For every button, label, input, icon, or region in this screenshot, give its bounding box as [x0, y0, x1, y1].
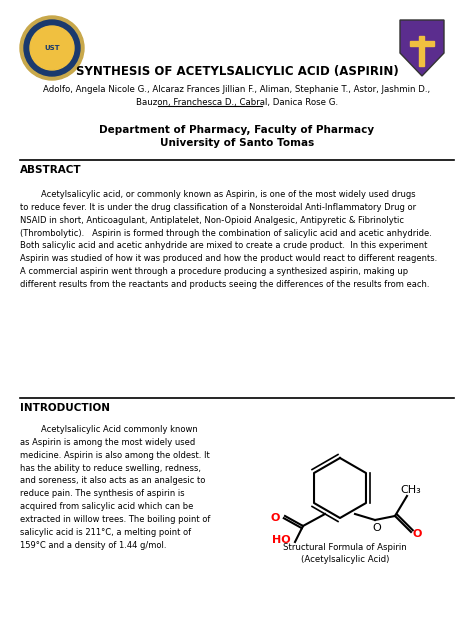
Text: HO: HO	[272, 535, 290, 545]
Circle shape	[20, 16, 84, 80]
Circle shape	[24, 20, 80, 76]
Text: UST: UST	[44, 45, 60, 51]
Text: INTRODUCTION: INTRODUCTION	[20, 403, 110, 413]
Text: CH₃: CH₃	[401, 485, 421, 495]
Text: Acetylsalicylic Acid commonly known
as Aspirin is among the most widely used
med: Acetylsalicylic Acid commonly known as A…	[20, 425, 210, 550]
Text: ABSTRACT: ABSTRACT	[20, 165, 82, 175]
Polygon shape	[400, 20, 444, 76]
Bar	[410, 41, 434, 46]
Text: Department of Pharmacy, Faculty of Pharmacy: Department of Pharmacy, Faculty of Pharm…	[100, 125, 374, 135]
Text: Adolfo, Angela Nicole G., Alcaraz Frances Jillian F., Aliman, Stephanie T., Asto: Adolfo, Angela Nicole G., Alcaraz France…	[44, 85, 430, 95]
Text: Acetylsalicylic acid, or commonly known as Aspirin, is one of the most widely us: Acetylsalicylic acid, or commonly known …	[20, 190, 437, 289]
Circle shape	[30, 26, 74, 70]
Text: O: O	[270, 513, 280, 523]
Text: Bauzon, Franchesca D., Cabral, Danica Rose G.: Bauzon, Franchesca D., Cabral, Danica Ro…	[136, 99, 338, 107]
Text: O: O	[373, 523, 382, 533]
Text: O: O	[412, 529, 422, 539]
Text: Structural Formula of Aspirin: Structural Formula of Aspirin	[283, 544, 407, 552]
Text: University of Santo Tomas: University of Santo Tomas	[160, 138, 314, 148]
Bar	[419, 36, 425, 66]
Text: SYNTHESIS OF ACETYLSALICYLIC ACID (ASPIRIN): SYNTHESIS OF ACETYLSALICYLIC ACID (ASPIR…	[76, 66, 398, 78]
Text: (Acetylsalicylic Acid): (Acetylsalicylic Acid)	[301, 556, 389, 564]
